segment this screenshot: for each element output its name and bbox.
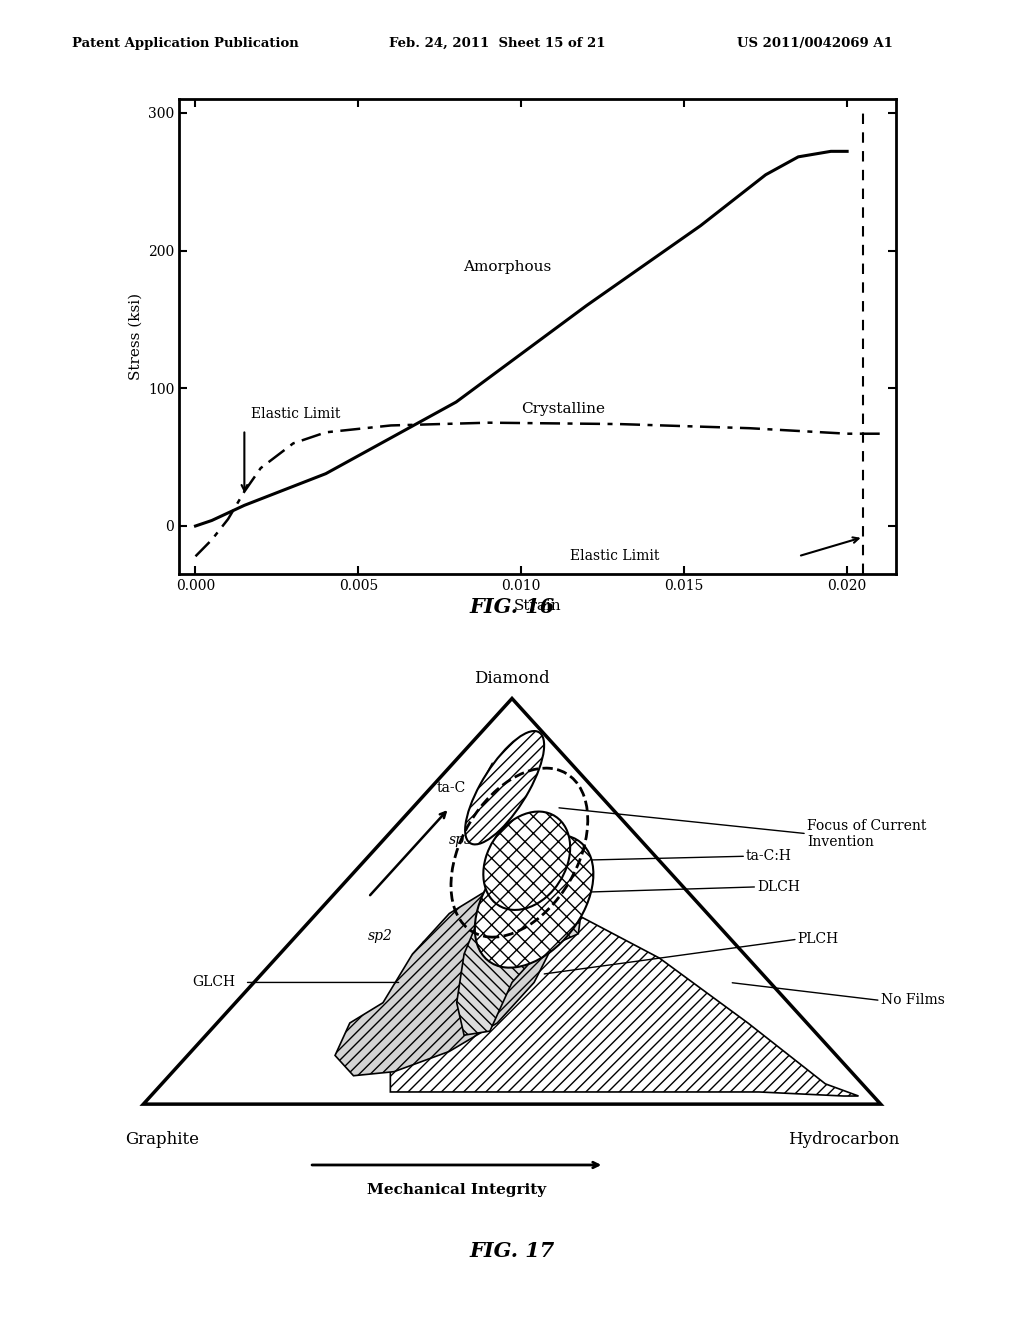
Text: No Films: No Films <box>881 994 944 1007</box>
Text: PLCH: PLCH <box>798 932 839 946</box>
X-axis label: Strain: Strain <box>514 598 561 612</box>
Ellipse shape <box>465 731 544 845</box>
Text: sp3: sp3 <box>450 833 474 847</box>
Text: Elastic Limit: Elastic Limit <box>570 549 659 564</box>
Text: ta-C: ta-C <box>436 781 466 795</box>
Text: Hydrocarbon: Hydrocarbon <box>787 1131 899 1148</box>
Text: US 2011/0042069 A1: US 2011/0042069 A1 <box>737 37 893 50</box>
Text: FIG. 16: FIG. 16 <box>469 597 555 616</box>
Text: Focus of Current
Invention: Focus of Current Invention <box>807 818 927 849</box>
Text: Patent Application Publication: Patent Application Publication <box>72 37 298 50</box>
Text: DLCH: DLCH <box>757 880 800 894</box>
Text: FIG. 17: FIG. 17 <box>469 1241 555 1261</box>
Text: Graphite: Graphite <box>125 1131 199 1148</box>
Ellipse shape <box>483 812 570 909</box>
Text: Feb. 24, 2011  Sheet 15 of 21: Feb. 24, 2011 Sheet 15 of 21 <box>389 37 605 50</box>
Text: GLCH: GLCH <box>193 975 236 990</box>
Text: sp2: sp2 <box>369 928 393 942</box>
Text: Diamond: Diamond <box>474 671 550 688</box>
Polygon shape <box>335 894 553 1076</box>
Text: Elastic Limit: Elastic Limit <box>251 408 340 421</box>
Polygon shape <box>457 869 582 1035</box>
Polygon shape <box>390 909 858 1096</box>
Ellipse shape <box>475 836 593 968</box>
Y-axis label: Stress (ksi): Stress (ksi) <box>128 293 142 380</box>
Text: Amorphous: Amorphous <box>463 260 551 275</box>
Text: Crystalline: Crystalline <box>521 403 605 416</box>
Text: ta-C:H: ta-C:H <box>746 849 792 863</box>
Text: Mechanical Integrity: Mechanical Integrity <box>368 1183 546 1197</box>
